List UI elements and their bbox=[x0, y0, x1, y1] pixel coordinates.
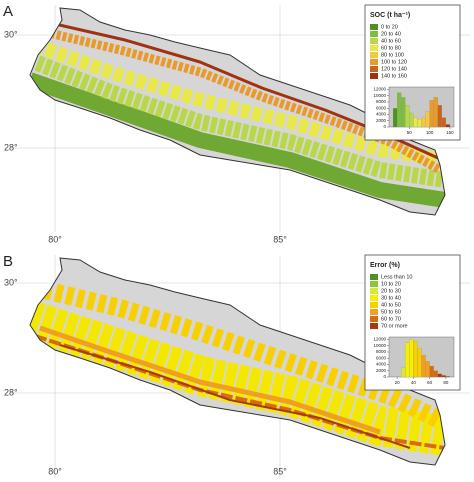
histogram-bar bbox=[425, 111, 430, 128]
legend-swatch bbox=[370, 295, 378, 301]
lat-label: 30° bbox=[4, 29, 18, 39]
lat-label: 30° bbox=[4, 277, 18, 287]
legend-label: 50 to 60 bbox=[381, 309, 401, 315]
y-tick-label: 4000 bbox=[376, 362, 387, 367]
lon-label: 85° bbox=[273, 234, 287, 244]
histogram-bar bbox=[429, 365, 434, 378]
legend-label: 60 to 80 bbox=[381, 45, 401, 51]
legend-label: 120 to 140 bbox=[381, 66, 407, 72]
histogram-bar bbox=[392, 108, 398, 128]
histogram-bar bbox=[413, 117, 418, 128]
histogram-bar bbox=[433, 370, 438, 378]
legend-swatch bbox=[370, 73, 378, 79]
legend-label: 0 to 20 bbox=[381, 24, 398, 30]
legend-title: Error (%) bbox=[370, 262, 400, 269]
y-tick-label: 12000 bbox=[373, 337, 386, 342]
histogram-bar bbox=[413, 340, 418, 378]
legend-label: 20 to 40 bbox=[381, 31, 401, 37]
legend-label: 40 to 50 bbox=[381, 302, 401, 308]
legend-swatch bbox=[370, 24, 378, 30]
x-tick-label: 20 bbox=[395, 380, 401, 385]
y-tick-label: 10000 bbox=[373, 343, 386, 348]
histogram-bar bbox=[401, 97, 406, 128]
y-tick-label: 12000 bbox=[373, 87, 386, 92]
legend-swatch bbox=[370, 281, 378, 287]
legend-label: 80 to 100 bbox=[381, 52, 404, 58]
x-tick-label: 150 bbox=[446, 130, 454, 135]
lon-label: 80° bbox=[48, 234, 62, 244]
histogram-bar bbox=[421, 117, 426, 128]
legend-label: 40 to 60 bbox=[381, 38, 401, 44]
legend-label: 60 to 70 bbox=[381, 316, 401, 322]
legend-swatch bbox=[370, 316, 378, 322]
legend-label: 100 to 120 bbox=[381, 59, 407, 65]
legend-swatch bbox=[370, 323, 378, 329]
legend-swatch bbox=[370, 45, 378, 51]
y-tick-label: 0 bbox=[383, 374, 386, 379]
panel-label: A bbox=[3, 3, 13, 20]
x-tick-label: 50 bbox=[407, 130, 413, 135]
legend-swatch bbox=[370, 31, 378, 37]
y-tick-label: 6000 bbox=[376, 355, 387, 360]
panel-label: B bbox=[3, 253, 13, 270]
histogram-bar bbox=[417, 348, 422, 378]
histogram-bar bbox=[417, 119, 422, 128]
legend-swatch bbox=[370, 288, 378, 294]
legend-swatch bbox=[370, 302, 378, 308]
soc-map bbox=[29, 7, 446, 216]
legend-swatch bbox=[370, 274, 378, 280]
y-tick-label: 6000 bbox=[376, 105, 387, 110]
histogram-bar bbox=[397, 92, 402, 128]
legend-swatch bbox=[370, 59, 378, 65]
lat-label: 28° bbox=[4, 387, 18, 397]
x-tick-label: 60 bbox=[427, 380, 433, 385]
lon-label: 80° bbox=[48, 466, 62, 476]
legend-label: 20 to 30 bbox=[381, 288, 401, 294]
lat-label: 28° bbox=[4, 142, 18, 152]
histogram-bar bbox=[437, 373, 442, 378]
error-map bbox=[29, 257, 446, 466]
histogram-bar bbox=[425, 361, 430, 378]
y-tick-label: 4000 bbox=[376, 112, 387, 117]
histogram-bar bbox=[409, 112, 414, 128]
x-tick-label: 80 bbox=[443, 380, 449, 385]
legend-swatch bbox=[370, 309, 378, 315]
y-tick-label: 2000 bbox=[376, 368, 387, 373]
histogram-bar bbox=[437, 105, 442, 128]
legend-swatch bbox=[370, 38, 378, 44]
histogram-bar bbox=[445, 376, 451, 378]
y-tick-label: 2000 bbox=[376, 118, 387, 123]
y-tick-label: 10000 bbox=[373, 93, 386, 98]
legend-swatch bbox=[370, 52, 378, 58]
histogram-bar bbox=[441, 117, 446, 128]
lon-label: 85° bbox=[273, 466, 287, 476]
histogram-bar bbox=[445, 124, 451, 128]
histogram-bar bbox=[409, 339, 414, 378]
y-tick-label: 8000 bbox=[376, 349, 387, 354]
y-tick-label: 0 bbox=[383, 124, 386, 129]
histogram-bar bbox=[405, 105, 410, 128]
legend-label: 10 to 20 bbox=[381, 281, 401, 287]
x-tick-label: 100 bbox=[426, 130, 434, 135]
x-tick-label: 40 bbox=[411, 380, 417, 385]
histogram-bar bbox=[441, 375, 446, 378]
y-tick-label: 8000 bbox=[376, 99, 387, 104]
histogram-bar bbox=[433, 97, 438, 128]
legend-title: SOC (t ha⁻¹) bbox=[370, 12, 410, 19]
legend-label: Less than 10 bbox=[381, 274, 413, 280]
histogram-bar bbox=[401, 367, 406, 378]
histogram-bar bbox=[421, 355, 426, 378]
histogram-bar bbox=[429, 100, 434, 128]
legend-label: 30 to 40 bbox=[381, 295, 401, 301]
legend-swatch bbox=[370, 66, 378, 72]
legend-label: 140 to 160 bbox=[381, 73, 407, 79]
legend-label: 70 or more bbox=[381, 323, 408, 329]
histogram-bar bbox=[405, 342, 410, 378]
